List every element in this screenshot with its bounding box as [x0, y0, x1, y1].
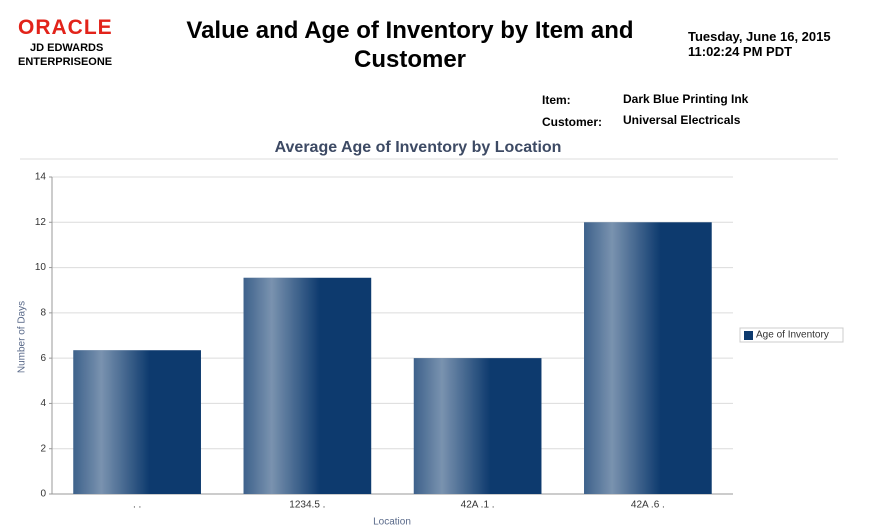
x-tick-label: 1234.5 . [289, 500, 325, 511]
legend-box [739, 327, 844, 343]
y-tick-label: 0 [40, 489, 46, 500]
y-tick-label: 10 [35, 262, 47, 273]
bar-highlight [243, 277, 372, 494]
chart-title: Average Age of Inventory by Location [275, 139, 562, 156]
y-tick-label: 12 [35, 217, 47, 228]
legend-label: Age of Inventory [756, 330, 829, 341]
y-tick-label: 4 [40, 398, 46, 409]
x-axis-label: Location [373, 517, 411, 528]
bar-highlight [413, 358, 542, 494]
report-date: Tuesday, June 16, 2015 [688, 29, 831, 44]
y-tick-label: 14 [35, 172, 47, 183]
logo: ENTERPRISEONE [18, 56, 113, 68]
y-tick-label: 8 [40, 307, 46, 318]
report-time: 11:02:24 PM PDT [688, 44, 793, 59]
y-tick-label: 2 [40, 443, 46, 454]
x-tick-label: 42A .1 . [461, 500, 495, 511]
field-label: Item: [542, 93, 571, 107]
x-tick-label: . . [133, 500, 141, 511]
logo: JD EDWARDS [30, 42, 104, 54]
field-label: Customer: [542, 115, 603, 129]
field-value: Dark Blue Printing Ink [623, 92, 749, 106]
legend-swatch [744, 331, 753, 340]
report-title: Value and Age of Inventory by Item and C… [186, 17, 634, 73]
field-value: Universal Electricals [623, 113, 741, 127]
bar-highlight [584, 222, 712, 495]
logo: ORACLE [18, 16, 113, 39]
bar-highlight [73, 350, 201, 494]
y-tick-label: 6 [40, 353, 46, 364]
y-axis-label: Number of Days [17, 301, 28, 373]
x-tick-label: 42A .6 . [631, 500, 665, 511]
